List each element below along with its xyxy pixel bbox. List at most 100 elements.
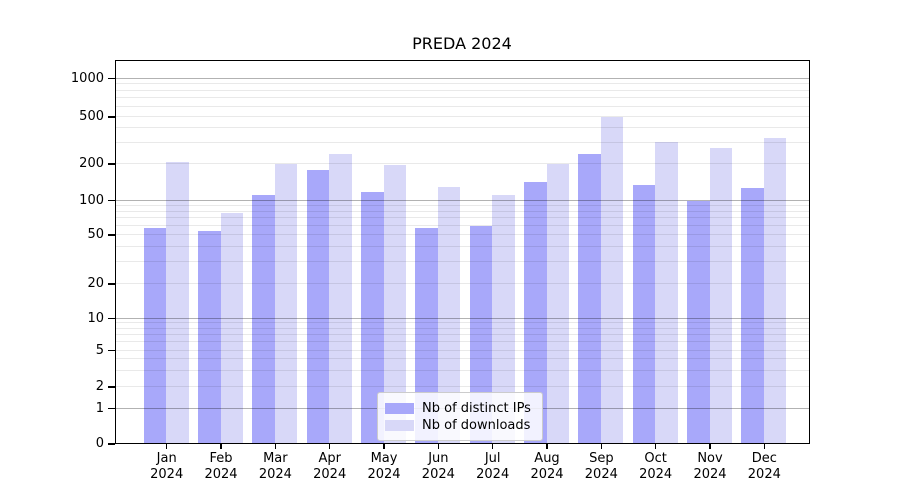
x-tick-aug-2024: [546, 443, 548, 449]
gridline-20: [116, 283, 809, 284]
y-tick-2: [108, 386, 115, 388]
gridline-50: [116, 234, 809, 235]
bar-downloads-nov-2024: [709, 147, 732, 443]
gridline-30: [116, 261, 809, 263]
gridline-900: [116, 83, 809, 85]
x-tick-dec-2024: [763, 443, 766, 449]
gridline-1000: [116, 77, 809, 79]
legend-swatch-distinct-ips: [385, 402, 414, 414]
bar-downloads-aug-2024: [546, 163, 569, 443]
legend: Nb of distinct IPs Nb of downloads: [377, 392, 543, 441]
y-tick-100: [108, 199, 115, 201]
y-tick-10: [108, 317, 115, 319]
bar-distinct-ips-dec-2024: [741, 187, 764, 443]
legend-swatch-downloads: [385, 419, 414, 431]
gridline-2: [116, 386, 809, 387]
gridline-700: [116, 97, 809, 99]
bar-downloads-dec-2024: [763, 137, 787, 443]
bar-distinct-ips-jun-2024: [415, 227, 438, 443]
legend-item-distinct-ips: Nb of distinct IPs: [385, 400, 534, 416]
gridline-10: [116, 317, 809, 319]
y-tick-1: [108, 407, 115, 409]
bar-downloads-apr-2024: [329, 154, 352, 443]
x-tick-label-sep-2024: Sep 2024: [584, 451, 618, 482]
y-tick-50: [108, 234, 115, 236]
y-tick-label-50: 50: [87, 227, 104, 242]
bar-distinct-ips-apr-2024: [306, 170, 330, 443]
x-tick-jan-2024: [165, 443, 168, 449]
plot-area: Nb of distinct IPs Nb of downloads: [115, 60, 810, 444]
x-tick-label-mar-2024: Mar 2024: [258, 451, 292, 482]
gridline-4: [116, 358, 809, 360]
x-tick-label-oct-2024: Oct 2024: [639, 451, 673, 482]
chart-title: PREDA 2024: [412, 34, 512, 53]
gridline-90: [116, 204, 809, 206]
y-tick-1000: [108, 77, 115, 79]
gridline-80: [116, 210, 809, 212]
bar-downloads-oct-2024: [655, 141, 678, 443]
y-tick-label-2: 2: [95, 379, 104, 394]
x-tick-feb-2024: [220, 443, 222, 449]
y-tick-label-500: 500: [79, 109, 104, 124]
x-tick-nov-2024: [709, 443, 711, 449]
x-tick-label-feb-2024: Feb 2024: [204, 451, 238, 482]
x-tick-jun-2024: [437, 443, 440, 449]
x-tick-sep-2024: [600, 443, 603, 449]
x-tick-label-apr-2024: Apr 2024: [313, 451, 347, 482]
y-tick-label-200: 200: [79, 156, 104, 171]
x-tick-oct-2024: [654, 443, 657, 449]
bar-distinct-ips-feb-2024: [198, 231, 221, 443]
grid-layer: [116, 61, 809, 443]
x-tick-label-jan-2024: Jan 2024: [150, 451, 184, 482]
x-tick-label-dec-2024: Dec 2024: [747, 451, 781, 482]
bars-layer: [116, 61, 809, 443]
gridline-3: [116, 369, 809, 371]
x-tick-label-jul-2024: Jul 2024: [476, 451, 510, 482]
gridline-100: [116, 199, 809, 201]
gridline-70: [116, 217, 809, 219]
bar-downloads-jul-2024: [492, 194, 515, 443]
bar-distinct-ips-oct-2024: [632, 185, 656, 443]
y-tick-label-5: 5: [95, 342, 104, 358]
gridline-800: [116, 89, 809, 91]
x-tick-jul-2024: [491, 443, 494, 449]
x-tick-mar-2024: [274, 443, 277, 449]
gridline-7: [116, 333, 809, 335]
bar-distinct-ips-sep-2024: [578, 154, 601, 443]
gridline-500: [116, 116, 809, 117]
x-tick-label-jun-2024: Jun 2024: [421, 451, 455, 482]
bar-distinct-ips-mar-2024: [252, 194, 275, 443]
bar-downloads-may-2024: [383, 164, 407, 443]
y-tick-500: [108, 116, 115, 118]
gridline-400: [116, 127, 809, 129]
legend-label-distinct-ips: Nb of distinct IPs: [422, 400, 531, 416]
y-tick-label-1: 1: [95, 400, 104, 416]
gridline-8: [116, 327, 809, 329]
y-tick-20: [108, 283, 115, 285]
bar-distinct-ips-jul-2024: [469, 225, 493, 443]
x-tick-label-may-2024: May 2024: [367, 451, 401, 482]
bar-distinct-ips-nov-2024: [687, 200, 710, 443]
legend-item-downloads: Nb of downloads: [385, 417, 534, 433]
gridline-600: [116, 105, 809, 107]
gridline-6: [116, 341, 809, 343]
bar-distinct-ips-aug-2024: [524, 181, 547, 443]
gridline-200: [116, 163, 809, 164]
y-tick-label-0: 0: [95, 436, 104, 451]
bar-downloads-sep-2024: [600, 117, 624, 443]
gridline-9: [116, 322, 809, 324]
bar-downloads-feb-2024: [220, 212, 244, 443]
bar-distinct-ips-may-2024: [361, 191, 384, 443]
gridline-60: [116, 224, 809, 226]
gridline-40: [116, 245, 809, 247]
y-tick-200: [108, 163, 115, 165]
bar-distinct-ips-jan-2024: [143, 228, 167, 443]
x-tick-apr-2024: [328, 443, 331, 449]
x-tick-label-aug-2024: Aug 2024: [530, 451, 564, 482]
bar-downloads-jun-2024: [437, 186, 461, 443]
y-tick-5: [108, 349, 115, 351]
y-tick-0: [108, 443, 115, 445]
bar-downloads-jan-2024: [166, 161, 189, 443]
y-tick-label-20: 20: [87, 276, 104, 291]
